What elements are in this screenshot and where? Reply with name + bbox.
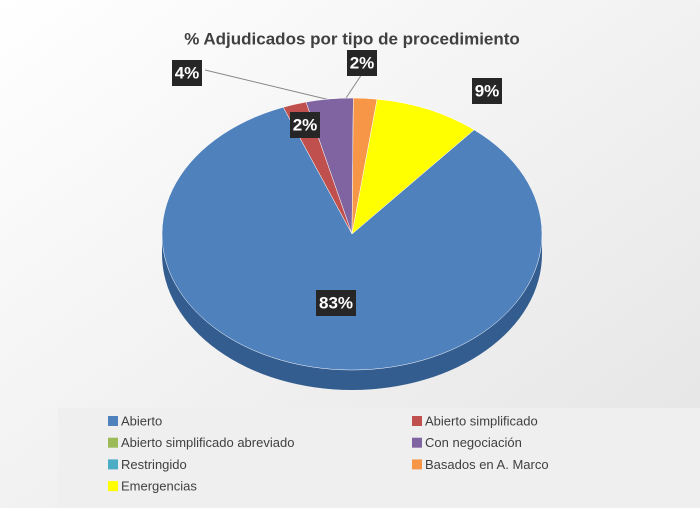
legend-label: Restringido <box>121 457 187 472</box>
legend-swatch <box>412 416 422 426</box>
legend-swatch <box>108 416 118 426</box>
data-label: 2% <box>350 53 375 72</box>
chart-title: % Adjudicados por tipo de procedimiento <box>184 29 520 48</box>
legend-label: Abierto <box>121 413 162 428</box>
legend-label: Emergencias <box>121 479 197 494</box>
data-label: 83% <box>319 293 353 312</box>
data-label: 2% <box>293 115 318 134</box>
legend-swatch <box>108 437 118 448</box>
data-label-box <box>472 78 502 104</box>
data-label: 4% <box>175 63 200 82</box>
pie-slice <box>161 106 543 371</box>
legend-label: Abierto simplificado abreviado <box>121 435 294 450</box>
leader-line <box>204 69 331 101</box>
data-label-box <box>172 60 202 86</box>
legend-label: Con negociación <box>425 435 522 450</box>
data-label-box <box>316 290 356 316</box>
legend-label: Abierto simplificado <box>425 413 538 428</box>
legend-swatch <box>412 459 422 470</box>
pie-slice <box>351 98 475 235</box>
legend-label: Basados en A. Marco <box>425 457 549 472</box>
data-label-box <box>290 112 320 138</box>
data-label-box <box>347 50 377 76</box>
legend-swatch <box>412 437 422 448</box>
leader-line <box>345 73 363 99</box>
data-label: 9% <box>475 81 500 100</box>
legend-box <box>58 408 700 508</box>
legend-swatch <box>108 481 118 492</box>
legend-swatch <box>108 459 118 470</box>
